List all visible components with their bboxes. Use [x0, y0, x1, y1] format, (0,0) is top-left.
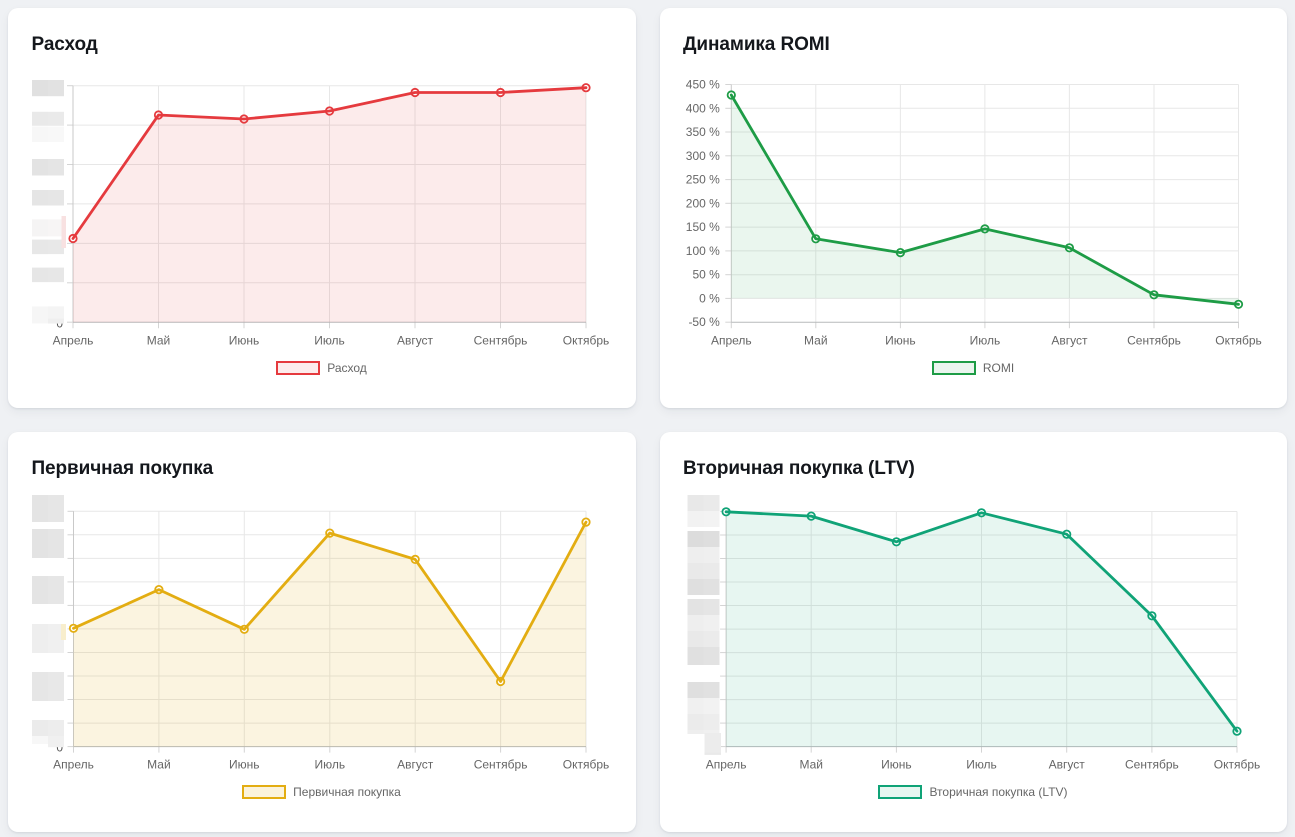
svg-text:0: 0: [56, 740, 63, 754]
svg-text:Июль: Июль: [314, 757, 345, 771]
svg-text:Сентябрь: Сентябрь: [1127, 333, 1181, 347]
svg-text:400 %: 400 %: [685, 101, 719, 115]
svg-text:150 %: 150 %: [685, 220, 719, 234]
svg-text:Май: Май: [804, 333, 828, 347]
svg-text:Октябрь: Октябрь: [563, 333, 610, 347]
svg-text:Июнь: Июнь: [229, 333, 260, 347]
svg-text:250 %: 250 %: [685, 173, 719, 187]
svg-text:Июнь: Июнь: [885, 333, 916, 347]
svg-text:Май: Май: [147, 333, 171, 347]
svg-text:350 %: 350 %: [685, 125, 719, 139]
svg-text:100 %: 100 %: [685, 244, 719, 258]
svg-text:Август: Август: [1051, 333, 1088, 347]
svg-text:200 %: 200 %: [685, 196, 719, 210]
svg-text:Май: Май: [147, 757, 171, 771]
svg-text:Октябрь: Октябрь: [563, 757, 610, 771]
svg-text:Сентябрь: Сентябрь: [474, 333, 528, 347]
svg-text:450 %: 450 %: [685, 78, 719, 92]
svg-text:Июль: Июль: [966, 757, 997, 771]
svg-text:Август: Август: [397, 333, 434, 347]
svg-text:Август: Август: [1048, 757, 1085, 771]
svg-text:Сентябрь: Сентябрь: [1125, 757, 1179, 771]
svg-text:Октябрь: Октябрь: [1215, 333, 1262, 347]
svg-text:Июль: Июль: [969, 333, 1000, 347]
svg-text:Май: Май: [799, 757, 823, 771]
svg-text:Сентябрь: Сентябрь: [474, 757, 528, 771]
svg-text:Июнь: Июнь: [881, 757, 912, 771]
svg-text:Июль: Июль: [314, 333, 345, 347]
svg-text:Август: Август: [397, 757, 434, 771]
svg-text:Июнь: Июнь: [229, 757, 260, 771]
svg-text:0: 0: [56, 317, 63, 331]
svg-text:Апрель: Апрель: [705, 757, 746, 771]
svg-text:50 %: 50 %: [692, 268, 720, 282]
svg-text:Апрель: Апрель: [53, 333, 94, 347]
svg-text:Апрель: Апрель: [53, 757, 94, 771]
svg-text:300 %: 300 %: [685, 149, 719, 163]
svg-text:-50 %: -50 %: [688, 315, 720, 329]
svg-text:0 %: 0 %: [699, 291, 720, 305]
svg-text:Апрель: Апрель: [710, 333, 751, 347]
svg-text:Октябрь: Октябрь: [1213, 757, 1260, 771]
